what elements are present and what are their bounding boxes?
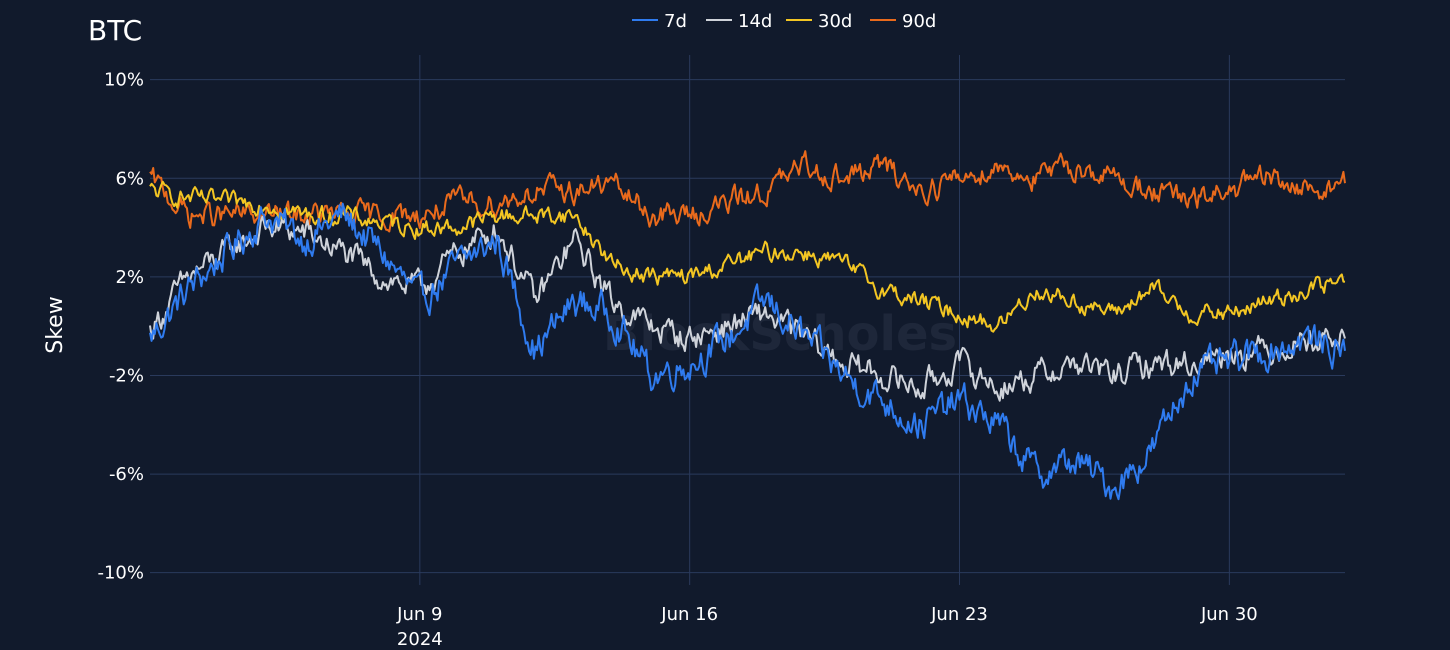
y-axis-label: Skew	[43, 296, 68, 353]
legend-label-90d: 90d	[902, 11, 936, 32]
x-tick-label: Jun 9	[396, 604, 442, 625]
y-tick-label: -6%	[109, 464, 144, 485]
y-tick-label: -2%	[109, 365, 144, 386]
series-line-14d	[149, 215, 1346, 402]
x-tick-label: Jun 23	[930, 604, 988, 625]
x-tick-year-label: 2024	[397, 629, 443, 650]
legend: 7d 14d 30d 90d	[632, 11, 936, 32]
watermark: BlockScholes	[603, 306, 957, 362]
axis-layer: 10% 6% 2% -2% -6% -10% Jun 9 2024 Jun 16 Jun 23 Ju…	[97, 70, 1257, 650]
chart-title: BTC	[88, 14, 142, 47]
y-tick-label: 6%	[115, 168, 144, 189]
series-line-7d	[149, 202, 1346, 501]
y-tick-label: 10%	[104, 70, 144, 91]
x-tick-label: Jun 30	[1200, 604, 1258, 625]
legend-label-7d: 7d	[664, 11, 687, 32]
y-tick-label: -10%	[97, 563, 144, 584]
legend-label-14d: 14d	[738, 11, 772, 32]
y-tick-label: 2%	[115, 267, 144, 288]
series-layer	[149, 150, 1346, 501]
x-tick-label: Jun 16	[660, 604, 718, 625]
legend-label-30d: 30d	[818, 11, 852, 32]
grid-layer	[150, 55, 1345, 585]
series-line-90d	[149, 150, 1346, 233]
series-line-30d	[149, 180, 1346, 333]
